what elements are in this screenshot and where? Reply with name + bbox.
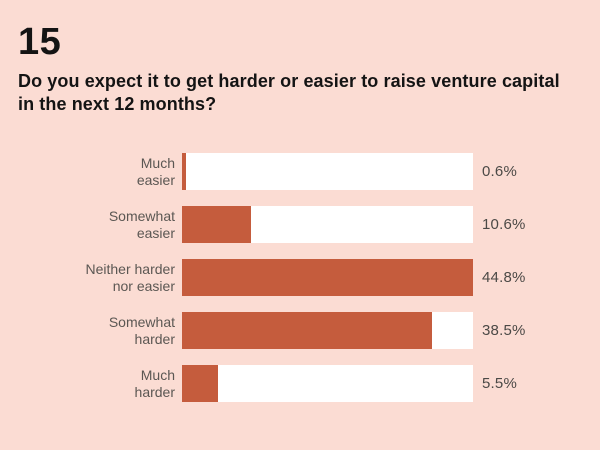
category-label: Somewhat easier (18, 208, 182, 242)
question-line: in the next 12 months? (18, 94, 217, 114)
bar-fill (182, 312, 433, 349)
category-label: Much harder (18, 367, 182, 401)
category-label-line: Much (140, 366, 175, 383)
chart-row: Much harder 5.5% (18, 365, 582, 402)
category-label: Much easier (18, 155, 182, 189)
bar-track (182, 206, 473, 243)
value-label: 5.5% (482, 375, 517, 392)
bar-fill (182, 259, 473, 296)
category-label: Neither harder nor easier (18, 261, 182, 295)
value-label: 38.5% (482, 322, 526, 339)
bar-track (182, 365, 473, 402)
chart-row: Somewhat harder 38.5% (18, 312, 582, 349)
slide-number: 15 (18, 21, 62, 63)
category-label-line: harder (134, 383, 175, 400)
category-label-line: Neither harder (85, 260, 176, 277)
question-line: Do you expect it to get harder or easier… (18, 71, 560, 91)
category-label-line: easier (136, 224, 175, 241)
bar-track (182, 259, 473, 296)
bar-fill (182, 206, 251, 243)
question-title: Do you expect it to get harder or easier… (18, 70, 582, 116)
bar-chart: Much easier 0.6% Somewhat easier 10.6% Neither… (18, 153, 582, 402)
bar-fill (182, 153, 186, 190)
bar-fill (182, 365, 218, 402)
value-label: 10.6% (482, 216, 526, 233)
bar-track (182, 312, 473, 349)
value-label: 0.6% (482, 163, 517, 180)
category-label-line: Much (140, 154, 175, 171)
chart-row: Much easier 0.6% (18, 153, 582, 190)
category-label-line: nor easier (112, 277, 175, 294)
category-label-line: Somewhat (108, 207, 175, 224)
chart-row: Somewhat easier 10.6% (18, 206, 582, 243)
category-label: Somewhat harder (18, 314, 182, 348)
category-label-line: harder (134, 330, 175, 347)
category-label-line: Somewhat (108, 313, 175, 330)
chart-row: Neither harder nor easier 44.8% (18, 259, 582, 296)
value-label: 44.8% (482, 269, 526, 286)
category-label-line: easier (136, 171, 175, 188)
bar-track (182, 153, 473, 190)
